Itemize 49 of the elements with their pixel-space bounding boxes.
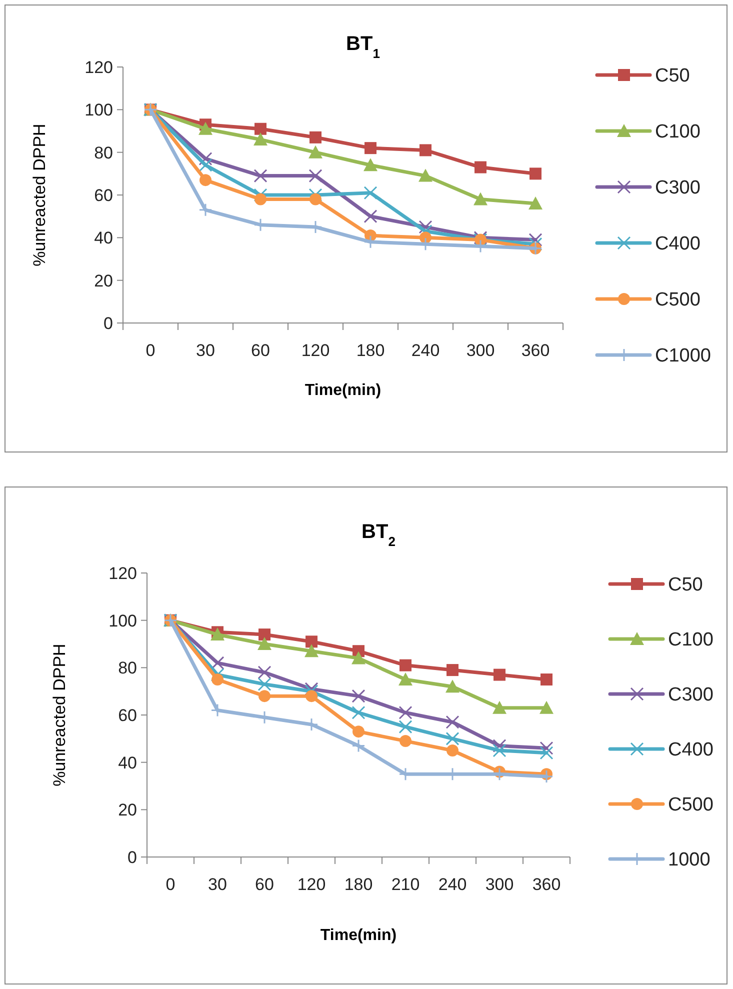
x-tick-label: 240 — [438, 875, 467, 894]
legend-label: C300 — [655, 178, 700, 199]
y-tick-label: 20 — [94, 271, 113, 290]
legend-label: C100 — [668, 630, 714, 651]
y-tick-label: 120 — [84, 58, 113, 77]
x-tick-label: 300 — [485, 875, 514, 894]
legend-label: 1000 — [668, 850, 710, 871]
legend-label: C1000 — [655, 346, 711, 367]
x-tick-label: 30 — [196, 341, 215, 360]
x-tick-label: 60 — [255, 875, 274, 894]
y-tick-label: 100 — [108, 611, 137, 630]
x-tick-label: 180 — [344, 875, 373, 894]
x-tick-label: 210 — [391, 875, 420, 894]
y-tick-label: 20 — [118, 800, 137, 820]
x-tick-label: 120 — [301, 341, 330, 360]
legend-label: C50 — [655, 66, 690, 87]
x-tick-label: 360 — [521, 341, 550, 360]
y-tick-label: 40 — [118, 753, 137, 772]
x-tick-label: 120 — [297, 875, 326, 894]
y-axis-title: %unreacted DPPH — [50, 644, 69, 786]
x-tick-label: 0 — [166, 875, 176, 894]
legend-label: C400 — [655, 234, 700, 255]
x-tick-label: 30 — [208, 875, 227, 894]
y-tick-label: 120 — [108, 564, 137, 583]
legend-label: C500 — [668, 794, 714, 816]
legend-label: C500 — [655, 290, 700, 311]
legend-label: C50 — [668, 574, 703, 596]
y-tick-label: 80 — [118, 658, 137, 678]
x-tick-label: 300 — [466, 341, 495, 360]
x-axis-title: Time(min) — [320, 927, 397, 944]
legend-label: C100 — [655, 122, 700, 143]
y-axis-title: %unreacted DPPH — [30, 124, 49, 266]
x-tick-label: 180 — [356, 341, 385, 360]
chart-title: BT$_{1}$ — [346, 33, 380, 60]
chart-title: BT$_{2}$ — [362, 521, 396, 548]
x-tick-label: 60 — [251, 341, 270, 360]
x-axis-title: Time(min) — [304, 382, 382, 399]
y-tick-label: 60 — [118, 706, 137, 725]
legend-label: C300 — [668, 684, 714, 706]
y-tick-label: 40 — [94, 228, 113, 248]
x-tick-label: 0 — [146, 341, 156, 360]
y-tick-label: 60 — [94, 186, 113, 205]
y-tick-label: 0 — [128, 848, 137, 867]
x-tick-label: 240 — [411, 341, 440, 360]
y-tick-label: 0 — [104, 314, 113, 333]
y-tick-label: 80 — [94, 143, 113, 162]
legend-label: C400 — [668, 740, 714, 761]
x-tick-label: 360 — [532, 875, 561, 894]
y-tick-label: 100 — [84, 100, 113, 120]
